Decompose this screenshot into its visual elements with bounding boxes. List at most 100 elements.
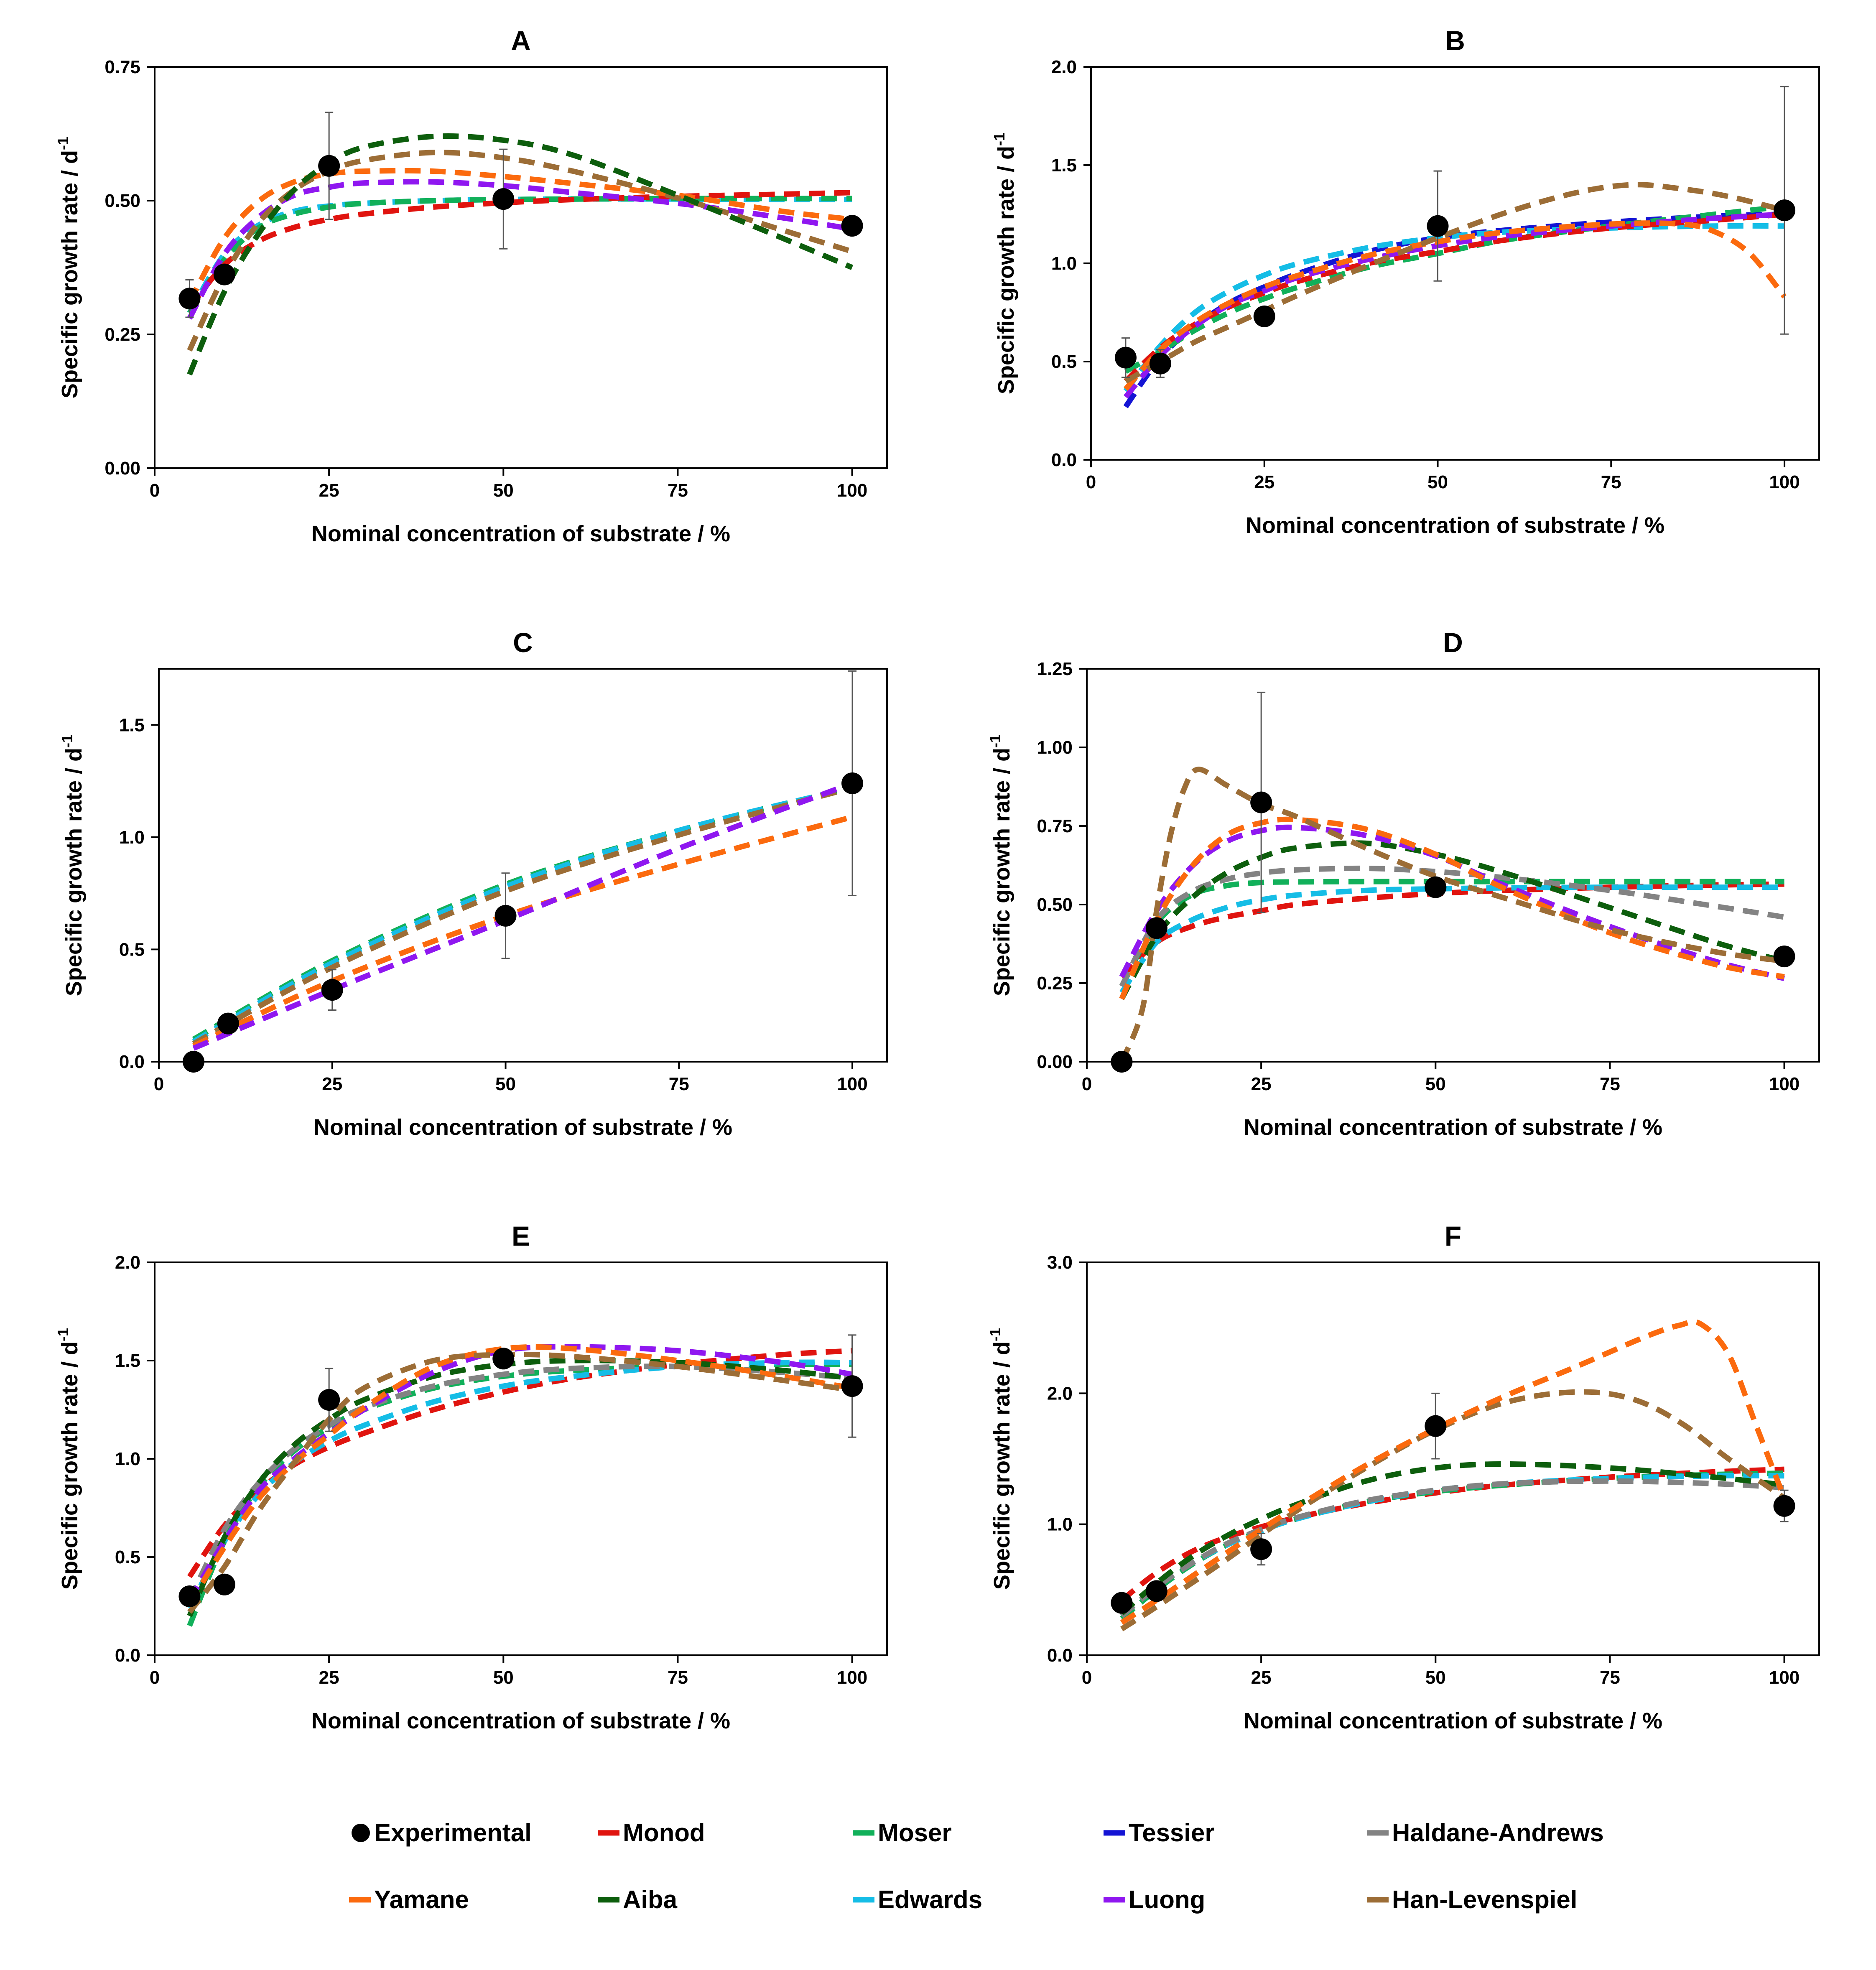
- series-line-monod: [1120, 1466, 1784, 1603]
- series-line-moser: [1124, 204, 1785, 374]
- series-line-edwards: [1123, 223, 1785, 393]
- y-tick-label: 1.00: [1037, 737, 1073, 758]
- series-line-tessier: [1123, 212, 1785, 408]
- x-tick-label: 50: [493, 1667, 514, 1688]
- x-tick-label: 75: [668, 1667, 688, 1688]
- legend-label: Yamane: [374, 1886, 469, 1914]
- series-line-edwards: [1120, 1473, 1784, 1618]
- series-line-haldane-andrews: [1119, 865, 1785, 988]
- legend-item-edwards: Edwards: [853, 1886, 982, 1914]
- x-tick-label: 25: [1251, 1667, 1272, 1688]
- x-tick-label: 100: [837, 480, 867, 501]
- x-tick-label: 25: [322, 1074, 342, 1094]
- y-axis-title-superscript: -1: [54, 1328, 71, 1341]
- experimental-point: [841, 215, 863, 237]
- legend-label: Moser: [878, 1819, 952, 1847]
- y-axis-title-superscript: -1: [986, 734, 1004, 748]
- experimental-point: [1773, 945, 1795, 968]
- y-tick-label: 1.5: [115, 1351, 140, 1371]
- x-tick-label: 25: [1254, 472, 1274, 492]
- series-line-edwards: [192, 785, 853, 1044]
- panel-title: B: [1445, 25, 1465, 56]
- y-tick-label: 2.0: [1051, 57, 1077, 77]
- y-tick-label: 1.0: [1051, 253, 1077, 274]
- experimental-point: [1111, 1051, 1133, 1073]
- experimental-point: [1149, 352, 1171, 375]
- series-line-luong: [187, 1344, 853, 1602]
- plot-area-frame: [154, 1262, 888, 1656]
- panel-title: C: [513, 627, 533, 658]
- x-tick-label: 0: [1082, 1074, 1092, 1094]
- chart-panel-b: B 0 25 50 75 100 0.0 0.5 1.0 1.5 2.0 Nominal concen…: [991, 25, 1820, 538]
- y-axis-title-superscript: -1: [59, 734, 76, 748]
- series-line-moser: [1119, 879, 1784, 988]
- x-tick-label: 0: [150, 1667, 160, 1688]
- y-axis-title-text: Specific growth rate / d: [57, 150, 82, 398]
- x-tick-label: 50: [1425, 1667, 1446, 1688]
- x-tick-label: 0: [1082, 1667, 1092, 1688]
- legend-label: Edwards: [878, 1886, 982, 1914]
- y-axis-title-superscript: -1: [54, 137, 71, 150]
- legend-item-han-levenspiel: Han-Levenspiel: [1367, 1886, 1577, 1914]
- x-axis-title: Nominal concentration of substrate / %: [314, 1115, 732, 1140]
- series-line-yamane: [1124, 220, 1787, 391]
- series-line-yamane: [1120, 1319, 1787, 1625]
- legend-item-tessier: Tessier: [1104, 1819, 1215, 1847]
- x-tick-label: 50: [1427, 472, 1448, 492]
- y-axis-title-text: Specific growth rate / d: [989, 1341, 1014, 1590]
- x-axis-title: Nominal concentration of substrate / %: [311, 521, 730, 546]
- x-tick-label: 75: [668, 480, 688, 501]
- series-line-aiba: [1120, 1461, 1785, 1616]
- experimental-point: [217, 1012, 239, 1035]
- y-tick-label: 1.0: [119, 827, 145, 848]
- y-tick-label: 0.0: [119, 1052, 145, 1072]
- x-tick-label: 25: [319, 480, 339, 501]
- series-line-yamane: [187, 1344, 853, 1606]
- legend: Experimental Monod Moser Tessier Haldane-And…: [349, 1819, 1604, 1914]
- series-line-yamane: [1119, 816, 1785, 1000]
- series-line-han-levenspiel: [187, 1351, 853, 1614]
- y-tick-label: 0.25: [1037, 973, 1073, 994]
- x-tick-label: 100: [1769, 1667, 1800, 1688]
- y-tick-label: 1.5: [1051, 155, 1077, 176]
- series-line-moser: [187, 1361, 852, 1627]
- legend-label: Luong: [1129, 1886, 1205, 1914]
- x-tick-label: 100: [837, 1074, 867, 1094]
- series-line-luong: [192, 780, 854, 1051]
- legend-marker-experimental: [352, 1824, 370, 1842]
- y-tick-label: 0.5: [119, 939, 145, 960]
- experimental-point: [494, 905, 517, 927]
- x-tick-label: 0: [154, 1074, 164, 1094]
- y-axis-title-text: Specific growth rate / d: [994, 146, 1019, 394]
- series-line-aiba: [187, 133, 854, 376]
- x-tick-label: 25: [1251, 1074, 1272, 1094]
- series-line-han-levenspiel: [192, 785, 853, 1046]
- experimental-point: [1250, 1538, 1272, 1560]
- plot-area-frame: [1086, 1262, 1820, 1656]
- y-tick-label: 0.75: [1037, 816, 1073, 836]
- series-line-han-levenspiel: [1120, 1389, 1786, 1631]
- y-tick-label: 1.5: [119, 715, 145, 735]
- legend-item-experimental: Experimental: [352, 1819, 532, 1847]
- y-axis-title-text: Specific growth rate / d: [61, 748, 87, 996]
- experimental-point: [1425, 876, 1447, 898]
- series-line-monod: [1124, 212, 1785, 383]
- legend-label: Experimental: [374, 1819, 532, 1847]
- legend-item-haldane-andrews: Haldane-Andrews: [1367, 1819, 1604, 1847]
- plot-area-frame: [158, 668, 888, 1063]
- y-axis-title: Specific growth rate / d-1: [986, 734, 1014, 996]
- experimental-point: [1774, 199, 1796, 222]
- experimental-point: [1250, 791, 1272, 813]
- y-tick-label: 2.0: [115, 1252, 140, 1273]
- panel-title: E: [512, 1221, 530, 1251]
- series-line-aiba: [187, 1358, 853, 1617]
- experimental-point: [1427, 215, 1449, 237]
- panel-title: A: [511, 25, 531, 56]
- x-axis-title: Nominal concentration of substrate / %: [1244, 1708, 1662, 1733]
- experimental-point: [321, 979, 343, 1001]
- experimental-point: [213, 1573, 235, 1595]
- experimental-point: [1145, 917, 1167, 939]
- experimental-point: [492, 1348, 515, 1370]
- experimental-point: [178, 288, 201, 310]
- experimental-point: [841, 1375, 863, 1397]
